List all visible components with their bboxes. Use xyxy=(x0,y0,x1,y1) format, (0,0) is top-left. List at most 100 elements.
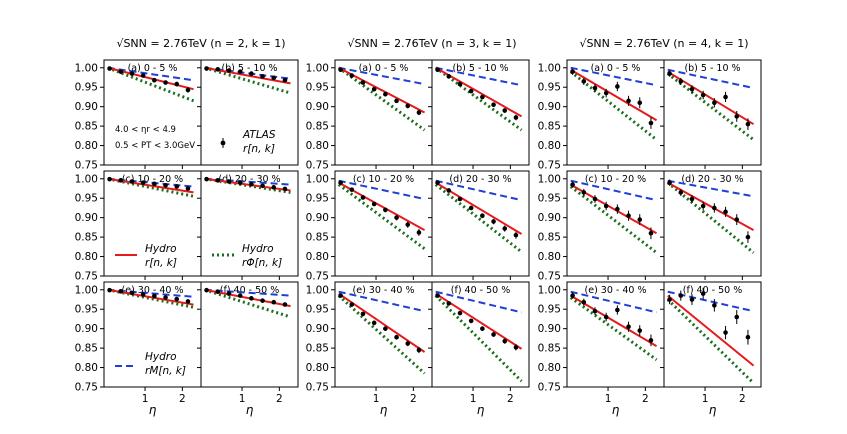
atlas-point xyxy=(712,303,717,308)
atlas-point xyxy=(118,178,124,183)
panel-frame xyxy=(431,170,530,277)
atlas-point xyxy=(249,181,254,187)
panel-group-2: √SNN = 2.76TeV (n = 3, k = 1) 0.75 0.80 0.8… xyxy=(306,37,530,417)
panel: 0.75 0.80 0.85 0.90 0.95 1.00 1 2 (e) 30 - 40 % xyxy=(306,281,433,405)
atlas-point xyxy=(480,213,485,219)
x-axis-label: η xyxy=(612,403,620,417)
y-tick-label: 0.95 xyxy=(538,193,561,205)
atlas-point xyxy=(383,207,388,213)
hydro-rM-line xyxy=(570,179,657,202)
panel-frame xyxy=(200,170,299,277)
y-tick-label: 0.90 xyxy=(75,101,98,113)
panel: 0.75 0.80 0.85 0.90 0.95 1.00 1 2 (e) 30 - 40 % xyxy=(75,281,202,405)
y-tick-label: 0.75 xyxy=(306,271,329,283)
green-legend-sub: rΦ[n, k] xyxy=(242,257,282,269)
y-tick-label: 0.95 xyxy=(75,304,98,316)
atlas-point xyxy=(405,103,411,109)
red-legend-title: Hydro xyxy=(145,243,177,255)
atlas-point xyxy=(185,186,191,191)
atlas-point xyxy=(480,326,485,331)
red-legend-sub: r[n, k] xyxy=(145,257,177,269)
panel: (d) 20 - 30 % xyxy=(428,170,530,280)
y-tick-label: 0.85 xyxy=(538,121,561,133)
atlas-point xyxy=(271,75,277,81)
atlas-point xyxy=(570,182,575,187)
y-tick-label: 0.80 xyxy=(538,140,561,152)
atlas-point xyxy=(360,195,366,200)
atlas-point xyxy=(689,297,695,302)
x-tick-label: 1 xyxy=(605,393,612,405)
panel-group-3: √SNN = 2.76TeV (n = 4, k = 1) 0.75 0.80 0.8… xyxy=(538,37,762,417)
atlas-point xyxy=(457,196,463,202)
atlas-point xyxy=(226,68,232,73)
pt-range-note: 0.5 < PT < 3.0GeV xyxy=(115,141,195,151)
y-tick-label: 0.85 xyxy=(306,343,329,355)
centrality-label: (f) 40 - 50 % xyxy=(683,285,742,296)
panel: 0.75 0.80 0.85 0.90 0.95 1.00 (a) 0 - 5 % xyxy=(306,59,433,172)
x-tick-label: 2 xyxy=(179,393,186,405)
atlas-point xyxy=(215,289,221,295)
centrality-label: (f) 40 - 50 % xyxy=(220,285,279,296)
atlas-point xyxy=(383,91,388,97)
centrality-label: (d) 20 - 30 % xyxy=(449,174,511,185)
y-tick-label: 1.00 xyxy=(538,62,561,74)
panel-frame xyxy=(200,59,299,166)
atlas-point xyxy=(204,287,209,293)
atlas-point xyxy=(271,185,277,190)
atlas-point xyxy=(457,310,463,316)
y-tick-label: 0.85 xyxy=(75,343,98,355)
atlas-point xyxy=(689,86,695,92)
atlas-point xyxy=(480,94,485,100)
hydro-rM-line xyxy=(435,179,522,202)
y-tick-label: 0.95 xyxy=(538,304,561,316)
centrality-label: (a) 0 - 5 % xyxy=(128,63,178,74)
panel: 1 2 (f) 40 - 50 % xyxy=(428,281,530,405)
atlas-point xyxy=(140,180,146,185)
centrality-label: (d) 20 - 30 % xyxy=(218,174,280,185)
panel: (b) 5 - 10 % xyxy=(197,59,299,169)
centrality-label: (e) 30 - 40 % xyxy=(353,285,415,296)
atlas-point xyxy=(603,90,609,96)
atlas-point xyxy=(700,291,706,296)
hydro-rM-line xyxy=(667,68,754,89)
atlas-point xyxy=(394,334,399,340)
y-tick-label: 0.90 xyxy=(306,212,329,224)
atlas-point xyxy=(712,100,717,106)
y-tick-label: 0.90 xyxy=(538,212,561,224)
centrality-label: (c) 10 - 20 % xyxy=(122,174,183,185)
atlas-point xyxy=(163,80,168,85)
atlas-point xyxy=(648,338,654,343)
panel-frame xyxy=(663,281,762,388)
group-title: √SNN = 2.76TeV (n = 2, k = 1) xyxy=(116,37,285,50)
centrality-label: (f) 40 - 50 % xyxy=(451,285,510,296)
panel: (d) 20 - 30 % xyxy=(197,170,299,280)
centrality-label: (e) 30 - 40 % xyxy=(122,285,184,296)
centrality-label: (b) 5 - 10 % xyxy=(221,63,277,74)
x-tick-label: 1 xyxy=(142,393,149,405)
atlas-point xyxy=(723,330,728,335)
y-tick-label: 0.75 xyxy=(306,160,329,172)
atlas-point xyxy=(502,226,508,231)
atlas-point xyxy=(491,332,496,337)
centrality-label: (b) 5 - 10 % xyxy=(452,63,508,74)
atlas-point xyxy=(678,190,684,195)
y-tick-label: 0.80 xyxy=(306,251,329,263)
centrality-label: (e) 30 - 40 % xyxy=(585,285,647,296)
y-tick-label: 0.90 xyxy=(75,323,98,335)
atlas-point xyxy=(237,69,243,74)
x-tick-label: 1 xyxy=(239,393,246,405)
atlas-point xyxy=(360,80,366,85)
panel-frame xyxy=(566,281,665,388)
atlas-point xyxy=(383,326,388,331)
atlas-point xyxy=(648,120,654,126)
atlas-point xyxy=(648,230,654,236)
y-tick-label: 0.90 xyxy=(538,101,561,113)
atlas-point xyxy=(185,87,191,93)
atlas-point xyxy=(491,219,496,224)
atlas-point xyxy=(446,188,452,193)
atlas-point xyxy=(513,232,519,238)
centrality-label: (a) 0 - 5 % xyxy=(591,63,641,74)
x-axis-label: η xyxy=(477,403,485,417)
atlas-point xyxy=(416,230,422,235)
centrality-label: (d) 20 - 30 % xyxy=(681,174,743,185)
